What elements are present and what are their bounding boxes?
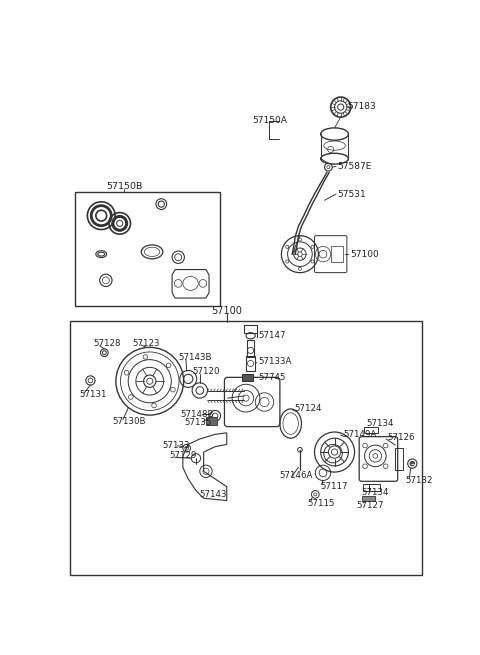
Text: 57150B: 57150B bbox=[106, 182, 143, 191]
Bar bbox=[206, 417, 217, 425]
Circle shape bbox=[410, 461, 415, 466]
Text: 57148B: 57148B bbox=[180, 410, 214, 419]
Text: 57117: 57117 bbox=[320, 482, 348, 491]
Text: 57127: 57127 bbox=[357, 500, 384, 510]
Text: 57183: 57183 bbox=[348, 102, 376, 111]
Text: 57133: 57133 bbox=[163, 441, 191, 451]
Bar bbox=[364, 426, 378, 433]
Bar bbox=[363, 485, 380, 491]
Bar bbox=[332, 246, 343, 262]
Bar bbox=[246, 356, 255, 371]
Text: 57129: 57129 bbox=[169, 451, 196, 460]
Text: 57745: 57745 bbox=[258, 373, 286, 382]
Text: 57135: 57135 bbox=[184, 417, 212, 426]
Text: 57587E: 57587E bbox=[337, 162, 371, 171]
Text: 57150A: 57150A bbox=[252, 117, 287, 126]
Text: 57143: 57143 bbox=[200, 490, 228, 499]
Text: 57120: 57120 bbox=[192, 367, 219, 376]
Bar bbox=[247, 341, 254, 358]
Text: 57100: 57100 bbox=[350, 250, 379, 259]
Text: 57133A: 57133A bbox=[258, 358, 292, 366]
Text: 57100: 57100 bbox=[211, 306, 242, 316]
Bar bbox=[396, 448, 403, 470]
Text: 57130B: 57130B bbox=[112, 417, 145, 426]
Text: 57531: 57531 bbox=[337, 189, 366, 198]
Text: 57126: 57126 bbox=[388, 433, 415, 442]
Text: 57131: 57131 bbox=[80, 390, 107, 399]
Text: 57134: 57134 bbox=[361, 489, 389, 497]
Bar bbox=[244, 325, 257, 333]
Text: 57147: 57147 bbox=[258, 331, 286, 341]
Text: 57115: 57115 bbox=[308, 499, 335, 508]
Text: 57146A: 57146A bbox=[279, 472, 312, 480]
Text: 57143B: 57143B bbox=[178, 353, 212, 362]
Bar bbox=[75, 192, 220, 306]
Bar bbox=[242, 373, 253, 381]
Text: 57128: 57128 bbox=[94, 339, 121, 348]
Bar bbox=[361, 496, 375, 501]
Text: 57149A: 57149A bbox=[344, 430, 377, 439]
Text: 57132: 57132 bbox=[406, 476, 433, 485]
Text: 57123: 57123 bbox=[132, 339, 159, 348]
Text: 57134: 57134 bbox=[366, 419, 394, 428]
Bar bbox=[71, 321, 421, 575]
Text: 57124: 57124 bbox=[295, 403, 322, 413]
